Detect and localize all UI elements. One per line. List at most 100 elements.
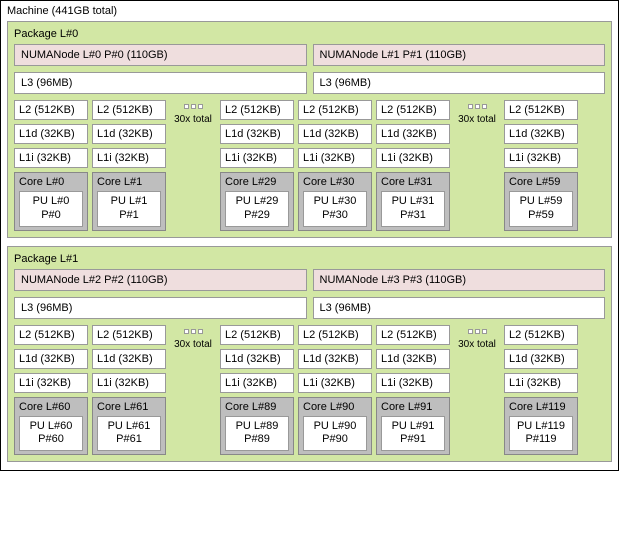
l2-cache: L2 (512KB): [504, 325, 578, 345]
l3-cache-0: L3 (96MB): [14, 72, 307, 94]
l1d-cache: L1d (32KB): [376, 124, 450, 144]
pu: PU L#31P#31: [381, 191, 445, 227]
pu: PU L#60P#60: [19, 416, 83, 452]
separator-text: 30x total: [170, 339, 216, 350]
l1i-cache: L1i (32KB): [92, 148, 166, 168]
core-title: Core L#31: [381, 176, 445, 188]
core: Core L#119PU L#119P#119: [504, 397, 578, 456]
core-title: Core L#61: [97, 401, 161, 413]
cores-row: L2 (512KB)L1d (32KB)L1i (32KB)Core L#60P…: [14, 325, 605, 456]
l1d-cache: L1d (32KB): [92, 349, 166, 369]
core: Core L#29 PU L#29P#29: [220, 172, 294, 231]
separator: 30x total: [170, 325, 216, 350]
core-title: Core L#60: [19, 401, 83, 413]
core: Core L#91 PU L#91P#91: [376, 397, 450, 456]
separator-text: 30x total: [170, 114, 216, 125]
l1d-cache: L1d (32KB): [14, 349, 88, 369]
core: Core L#89 PU L#89P#89: [220, 397, 294, 456]
core-title: Core L#59: [509, 176, 573, 188]
core-column-3: L2 (512KB) L1d (32KB) L1i (32KB) Core L#30 P…: [298, 100, 372, 231]
l2-cache: L2 (512KB): [14, 325, 88, 345]
core-title: Core L#91: [381, 401, 445, 413]
l1i-cache: L1i (32KB): [220, 373, 294, 393]
pu: PU L#1P#1: [97, 191, 161, 227]
core-title: Core L#29: [225, 176, 289, 188]
l2-cache: L2 (512KB): [220, 100, 294, 120]
separator: 30x total: [170, 100, 216, 125]
pu: PU L#0P#0: [19, 191, 83, 227]
dots-icon: [170, 327, 216, 337]
package-0: Package L#0 NUMANode L#0 P#0 (110GB)NUMAN…: [7, 21, 612, 238]
pu: PU L#30P#30: [303, 191, 367, 227]
l2-cache: L2 (512KB): [14, 100, 88, 120]
l1i-cache: L1i (32KB): [92, 373, 166, 393]
l2-cache: L2 (512KB): [92, 100, 166, 120]
pu: PU L#59P#59: [509, 191, 573, 227]
core-column-3: L2 (512KB)L1d (32KB)L1i (32KB)Core L#90P…: [298, 325, 372, 456]
l1i-cache: L1i (32KB): [14, 373, 88, 393]
l1d-cache: L1d (32KB): [376, 349, 450, 369]
l2-cache: L2 (512KB): [298, 325, 372, 345]
l3-row: L3 (96MB) L3 (96MB): [14, 297, 605, 319]
l1i-cache: L1i (32KB): [14, 148, 88, 168]
core: Core L#61 PU L#61P#61: [92, 397, 166, 456]
core-title: Core L#90: [303, 401, 367, 413]
dots-icon: [454, 327, 500, 337]
l1d-cache: L1d (32KB): [504, 124, 578, 144]
core-column-1: L2 (512KB) L1d (32KB) L1i (32KB) Core L#1 PU…: [92, 100, 166, 231]
pu: PU L#29P#29: [225, 191, 289, 227]
l2-cache: L2 (512KB): [376, 100, 450, 120]
machine: Machine (441GB total) Package L#0 NUMANod…: [0, 0, 619, 471]
l1d-cache: L1d (32KB): [298, 349, 372, 369]
l3-cache-1: L3 (96MB): [313, 72, 606, 94]
dots-icon: [170, 102, 216, 112]
core: Core L#31 PU L#31P#31: [376, 172, 450, 231]
core-title: Core L#89: [225, 401, 289, 413]
core-column-2: L2 (512KB) L1d (32KB) L1i (32KB) Core L#29 P…: [220, 100, 294, 231]
numa-row: NUMANode L#0 P#0 (110GB)NUMANode L#1 P#1…: [14, 44, 605, 66]
l2-cache: L2 (512KB): [298, 100, 372, 120]
core: Core L#90PU L#90P#90: [298, 397, 372, 456]
numa-node-1: NUMANode L#1 P#1 (110GB): [313, 44, 606, 66]
l2-cache: L2 (512KB): [504, 100, 578, 120]
separator-text: 30x total: [454, 114, 500, 125]
l1d-cache: L1d (32KB): [14, 124, 88, 144]
l2-cache: L2 (512KB): [92, 325, 166, 345]
package-1: Package L#1NUMANode L#2 P#2 (110GB)NUMAN…: [7, 246, 612, 463]
l1i-cache: L1i (32KB): [504, 148, 578, 168]
core: Core L#0 PU L#0P#0: [14, 172, 88, 231]
l3-cache-1: L3 (96MB): [313, 297, 606, 319]
l1d-cache: L1d (32KB): [220, 349, 294, 369]
core-column-0: L2 (512KB) L1d (32KB) L1i (32KB) Core L#0 PU…: [14, 100, 88, 231]
core-column-5: L2 (512KB) L1d (32KB) L1i (32KB) Core L#59 P…: [504, 100, 578, 231]
package-title: Package L#0: [14, 28, 605, 40]
pu: PU L#119P#119: [509, 416, 573, 452]
core-title: Core L#1: [97, 176, 161, 188]
separator: 30x total: [454, 100, 500, 125]
core-column-0: L2 (512KB) L1d (32KB) L1i (32KB) Core L#60 P…: [14, 325, 88, 456]
separator: 30x total: [454, 325, 500, 350]
l1d-cache: L1d (32KB): [220, 124, 294, 144]
l3-cache-0: L3 (96MB): [14, 297, 307, 319]
package-title: Package L#1: [14, 253, 605, 265]
core-column-5: L2 (512KB)L1d (32KB)L1i (32KB)Core L#119…: [504, 325, 578, 456]
pu: PU L#61P#61: [97, 416, 161, 452]
core: Core L#59 PU L#59P#59: [504, 172, 578, 231]
core-column-4: L2 (512KB)L1d (32KB)L1i (32KB)Core L#91P…: [376, 325, 450, 456]
core-title: Core L#30: [303, 176, 367, 188]
pu: PU L#89P#89: [225, 416, 289, 452]
core-title: Core L#0: [19, 176, 83, 188]
core: Core L#1 PU L#1P#1: [92, 172, 166, 231]
l1d-cache: L1d (32KB): [298, 124, 372, 144]
core: Core L#60 PU L#60P#60: [14, 397, 88, 456]
l1d-cache: L1d (32KB): [92, 124, 166, 144]
machine-title: Machine (441GB total): [7, 5, 612, 17]
core-column-2: L2 (512KB)L1d (32KB)L1i (32KB)Core L#89P…: [220, 325, 294, 456]
l1i-cache: L1i (32KB): [504, 373, 578, 393]
dots-icon: [454, 102, 500, 112]
cores-row: L2 (512KB)L1d (32KB)L1i (32KB)Core L#0PU…: [14, 100, 605, 231]
pu: PU L#91P#91: [381, 416, 445, 452]
l1i-cache: L1i (32KB): [220, 148, 294, 168]
numa-node-0: NUMANode L#2 P#2 (110GB): [14, 269, 307, 291]
l1i-cache: L1i (32KB): [298, 148, 372, 168]
